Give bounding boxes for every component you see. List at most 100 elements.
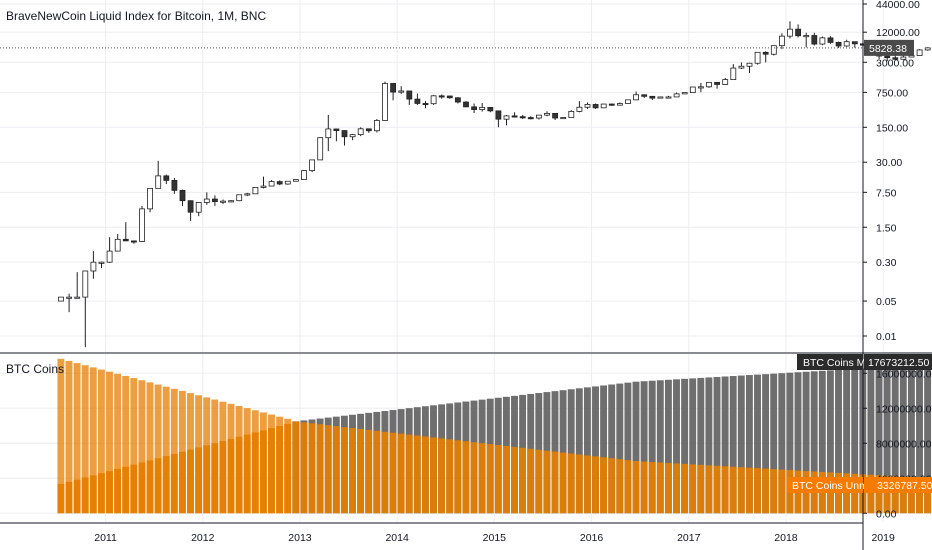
candle-body bbox=[617, 103, 623, 106]
coins-bar bbox=[543, 392, 551, 514]
coins-bar bbox=[397, 409, 405, 514]
coins-bar bbox=[713, 376, 721, 514]
candle bbox=[430, 95, 437, 105]
mined-bar bbox=[899, 366, 907, 514]
coins-bar bbox=[583, 387, 591, 514]
mined-bar bbox=[616, 383, 624, 514]
mined-bar bbox=[57, 483, 65, 514]
coins-bar bbox=[470, 400, 478, 514]
candle-body bbox=[714, 81, 720, 85]
candle-body bbox=[730, 67, 737, 81]
candle-body bbox=[252, 187, 259, 195]
coins-tick-label: 16000000.00 bbox=[876, 368, 932, 380]
candle-body bbox=[228, 200, 235, 203]
unmined-bar bbox=[454, 440, 462, 514]
mined-bar bbox=[689, 378, 697, 514]
coins-bar bbox=[413, 407, 421, 514]
candle-body bbox=[317, 137, 324, 161]
coins-bar bbox=[73, 363, 81, 514]
candle bbox=[163, 174, 170, 185]
candle-body bbox=[633, 94, 639, 101]
candle-body bbox=[738, 65, 745, 69]
last-price-badge bbox=[864, 39, 914, 56]
mined-series-name-badge bbox=[797, 354, 863, 370]
mined-bar bbox=[916, 365, 923, 514]
candle-body bbox=[130, 240, 137, 243]
coins-bar bbox=[324, 417, 332, 514]
unmined-bar bbox=[324, 425, 332, 514]
mined-bar bbox=[697, 377, 705, 514]
candle bbox=[98, 261, 105, 268]
coins-bar bbox=[219, 401, 227, 514]
candle bbox=[284, 180, 291, 185]
unmined-bar bbox=[624, 460, 632, 514]
candle bbox=[592, 103, 599, 109]
candle-body bbox=[689, 86, 696, 94]
candle-body bbox=[309, 159, 316, 172]
candle-body bbox=[260, 185, 267, 188]
unmined-bar bbox=[146, 382, 154, 514]
unmined-bar bbox=[340, 427, 348, 514]
coins-bar bbox=[292, 421, 300, 514]
mined-bar bbox=[154, 458, 162, 514]
candle bbox=[770, 45, 777, 56]
unmined-bar bbox=[478, 443, 486, 514]
coins-bar-series bbox=[57, 358, 932, 514]
coins-bar bbox=[754, 374, 761, 514]
coins-bar bbox=[130, 378, 138, 514]
candle bbox=[746, 62, 753, 74]
unmined-bar bbox=[899, 476, 907, 514]
candle bbox=[641, 94, 648, 98]
mined-bar bbox=[762, 374, 770, 514]
candle bbox=[317, 137, 324, 161]
candle bbox=[819, 36, 826, 46]
mined-bar bbox=[284, 423, 292, 514]
coins-bar bbox=[332, 416, 340, 514]
coins-bar bbox=[867, 367, 875, 514]
coins-bar bbox=[899, 366, 907, 514]
candle bbox=[649, 95, 656, 101]
candle bbox=[438, 94, 445, 99]
unmined-bar bbox=[891, 476, 899, 514]
candle bbox=[665, 95, 672, 99]
mined-bar bbox=[640, 381, 648, 514]
coins-bar bbox=[924, 358, 932, 514]
candle bbox=[276, 180, 283, 186]
coins-bar bbox=[535, 393, 543, 514]
candle bbox=[779, 33, 785, 50]
candle bbox=[106, 237, 113, 263]
unmined-bar bbox=[170, 388, 178, 514]
candle-body bbox=[139, 208, 145, 242]
unmined-bar bbox=[762, 468, 770, 514]
unmined-bar bbox=[916, 477, 923, 514]
candle bbox=[66, 293, 72, 313]
candle bbox=[722, 78, 729, 85]
candle-body bbox=[446, 95, 453, 99]
mined-bar bbox=[907, 365, 915, 514]
candle bbox=[155, 160, 162, 189]
unmined-bar bbox=[851, 473, 859, 514]
coins-bar bbox=[624, 382, 632, 514]
price-tick-label: 750.00 bbox=[876, 87, 908, 99]
mined-bar bbox=[729, 376, 737, 514]
mined-bar bbox=[114, 468, 122, 514]
coins-bar bbox=[697, 377, 705, 514]
candle bbox=[600, 103, 607, 109]
candle bbox=[698, 82, 704, 93]
unmined-bar bbox=[130, 378, 138, 514]
candle bbox=[924, 47, 931, 51]
candle bbox=[252, 187, 259, 195]
candle-body bbox=[220, 200, 226, 203]
coins-bar bbox=[527, 393, 535, 514]
unmined-bar bbox=[527, 448, 535, 514]
mined-bar bbox=[867, 367, 875, 514]
candle bbox=[487, 107, 494, 113]
coins-bar bbox=[664, 379, 672, 514]
candle-body bbox=[787, 28, 793, 37]
candle bbox=[398, 86, 405, 94]
coins-bar bbox=[300, 420, 308, 514]
candle bbox=[892, 55, 899, 60]
coins-bar bbox=[340, 415, 348, 514]
candle-body bbox=[706, 81, 712, 88]
unmined-bar bbox=[737, 467, 745, 514]
